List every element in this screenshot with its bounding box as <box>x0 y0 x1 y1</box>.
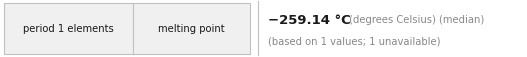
Text: −259.14 °C: −259.14 °C <box>268 13 351 26</box>
Text: (based on 1 values; 1 unavailable): (based on 1 values; 1 unavailable) <box>268 36 441 46</box>
Text: period 1 elements: period 1 elements <box>23 24 114 34</box>
Text: (degrees Celsius) (median): (degrees Celsius) (median) <box>346 15 484 25</box>
Text: melting point: melting point <box>158 24 225 34</box>
FancyBboxPatch shape <box>4 4 250 54</box>
